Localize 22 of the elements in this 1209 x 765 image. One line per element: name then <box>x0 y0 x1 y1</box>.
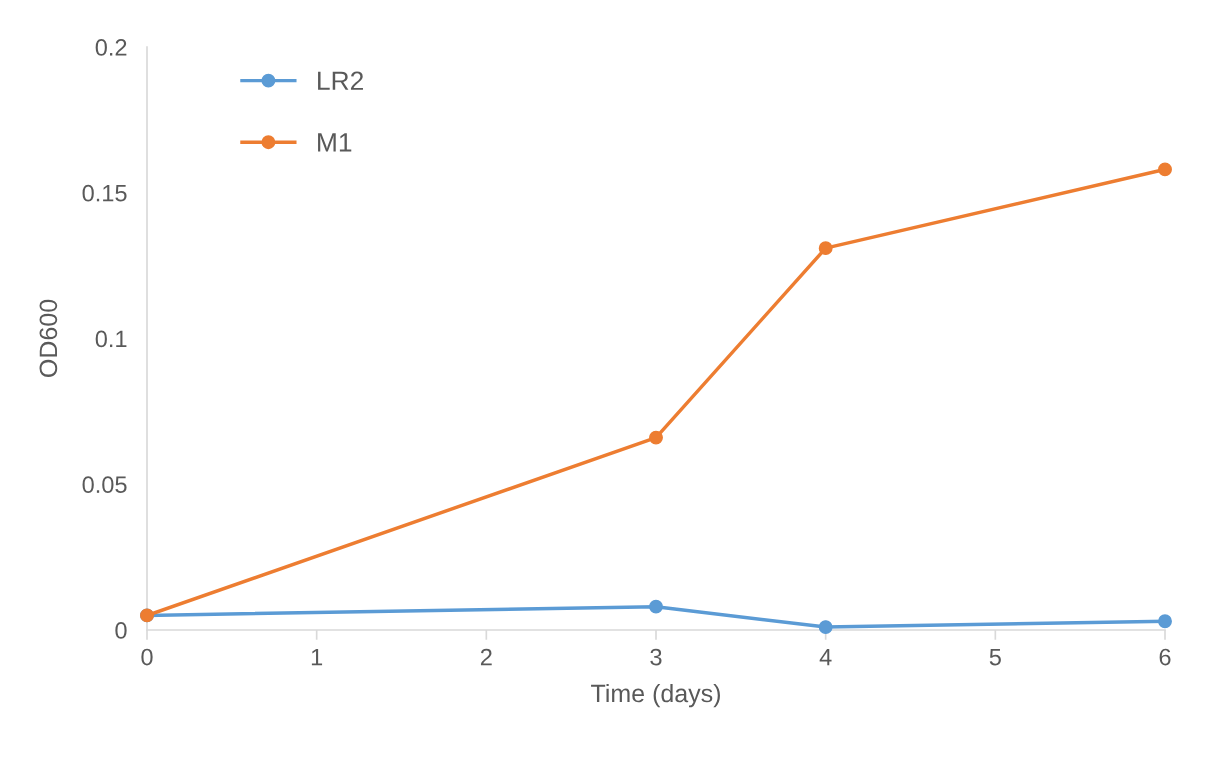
x-tick-label: 0 <box>141 648 153 666</box>
x-tick-label: 1 <box>311 648 323 666</box>
y-tick-label: 0.15 <box>82 184 127 202</box>
legend-label: LR2 <box>318 71 363 90</box>
x-tick-label: 6 <box>1159 648 1171 666</box>
x-tick-label: 4 <box>819 648 832 666</box>
y-tick-label: 0.1 <box>95 330 127 348</box>
point <box>649 599 663 614</box>
point <box>1158 162 1172 177</box>
x-tick-label: 2 <box>480 648 492 666</box>
point <box>649 430 663 445</box>
y-tick-label: 0 <box>115 622 127 639</box>
point <box>818 241 833 256</box>
x-tick-label: 3 <box>650 648 662 666</box>
y-tick-label: 0.2 <box>95 39 127 56</box>
x-tick-label: 5 <box>989 648 1001 666</box>
point <box>1158 614 1172 629</box>
y-tick-label: 0.05 <box>82 476 127 494</box>
legend-label: M1 <box>318 133 352 152</box>
x-axis-title: Time (days) <box>591 683 720 708</box>
point <box>818 620 833 635</box>
y-axis-title: OD600 <box>39 299 58 377</box>
